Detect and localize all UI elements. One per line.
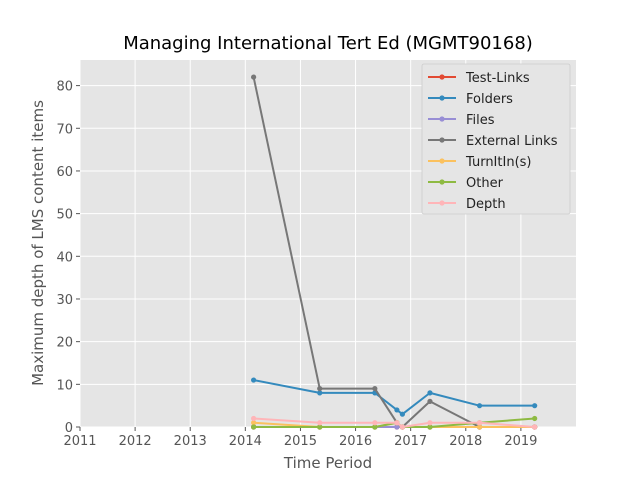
y-axis-label: Maximum depth of LMS content items	[29, 100, 47, 386]
data-point	[427, 390, 433, 396]
legend-entry: TurnItIn(s)	[428, 155, 531, 170]
legend-swatch-marker	[439, 137, 445, 143]
legend-swatch-marker	[439, 116, 445, 122]
legend-entry: Test-Links	[428, 71, 530, 86]
data-point	[399, 424, 405, 430]
legend-box	[421, 63, 571, 215]
data-point	[251, 74, 257, 80]
legend-swatch-marker	[439, 74, 445, 80]
data-point	[476, 403, 483, 409]
data-point	[427, 420, 433, 426]
data-point	[372, 424, 378, 430]
x-tick-label: 2018	[449, 434, 482, 449]
legend-swatch-marker	[439, 158, 445, 164]
x-tick-label: 2014	[229, 434, 262, 449]
y-tick-label: 20	[56, 336, 73, 351]
legend-label: TurnItIn(s)	[465, 155, 531, 170]
data-point	[251, 377, 257, 383]
x-tick-label: 2015	[284, 434, 317, 449]
y-axis-ticks: 0 10 20 30 40 50 60 70 80	[56, 80, 80, 436]
legend-label: Test-Links	[465, 71, 530, 86]
legend-label: Depth	[466, 197, 506, 212]
x-tick-label: 2019	[504, 434, 537, 449]
y-tick-label: 50	[56, 208, 73, 223]
data-point	[427, 398, 433, 404]
data-point	[251, 415, 257, 422]
legend-entry: Folders	[428, 92, 513, 107]
data-point	[317, 424, 323, 430]
data-point	[372, 385, 378, 392]
series-line	[253, 417, 535, 428]
y-tick-label: 10	[56, 378, 73, 393]
data-point	[317, 385, 323, 392]
x-tick-label: 2012	[119, 434, 152, 449]
data-point	[532, 415, 538, 422]
data-point	[399, 411, 405, 417]
x-tick-label: 2011	[63, 434, 96, 449]
x-axis-ticks: 2011 2012 2013 2014 2015 2016 2017 2018 2019	[63, 427, 537, 449]
series-folders	[251, 377, 538, 417]
chart-title: Managing International Tert Ed (MGMT9016…	[123, 33, 533, 54]
data-point	[532, 403, 538, 409]
legend-swatch-marker	[439, 179, 445, 185]
legend-label: Files	[466, 113, 495, 128]
legend-entry: External Links	[428, 134, 558, 149]
y-tick-label: 70	[56, 122, 73, 137]
x-tick-label: 2016	[339, 434, 372, 449]
data-point	[394, 407, 400, 413]
legend-label: Folders	[466, 92, 513, 107]
legend-entry: Files	[428, 113, 495, 128]
data-point	[251, 424, 257, 430]
series-layer	[251, 74, 538, 430]
x-tick-label: 2013	[174, 434, 207, 449]
data-point	[251, 420, 257, 426]
legend-swatch-marker	[439, 200, 445, 206]
data-point	[476, 420, 483, 426]
series-depth	[251, 415, 538, 430]
data-point	[394, 424, 400, 430]
y-tick-label: 60	[56, 165, 73, 180]
data-point	[372, 420, 378, 426]
series-line	[253, 379, 535, 416]
legend-entry: Other	[428, 176, 504, 191]
data-point	[532, 424, 538, 430]
legend-label: Other	[466, 176, 504, 191]
legend-swatch-marker	[439, 95, 445, 101]
data-point	[317, 390, 323, 396]
data-point	[317, 420, 323, 426]
data-point	[476, 424, 483, 430]
y-tick-label: 0	[65, 421, 73, 436]
data-point	[394, 420, 400, 426]
legend: Test-Links Folders Files External Links Turn…	[421, 63, 571, 215]
y-tick-label: 80	[56, 80, 73, 95]
x-axis-label: Time Period	[283, 454, 372, 472]
legend-entry: Depth	[428, 197, 506, 212]
x-tick-label: 2017	[394, 434, 427, 449]
y-tick-label: 40	[56, 250, 73, 265]
data-point	[427, 424, 433, 430]
y-tick-label: 30	[56, 293, 73, 308]
legend-label: External Links	[466, 134, 558, 149]
